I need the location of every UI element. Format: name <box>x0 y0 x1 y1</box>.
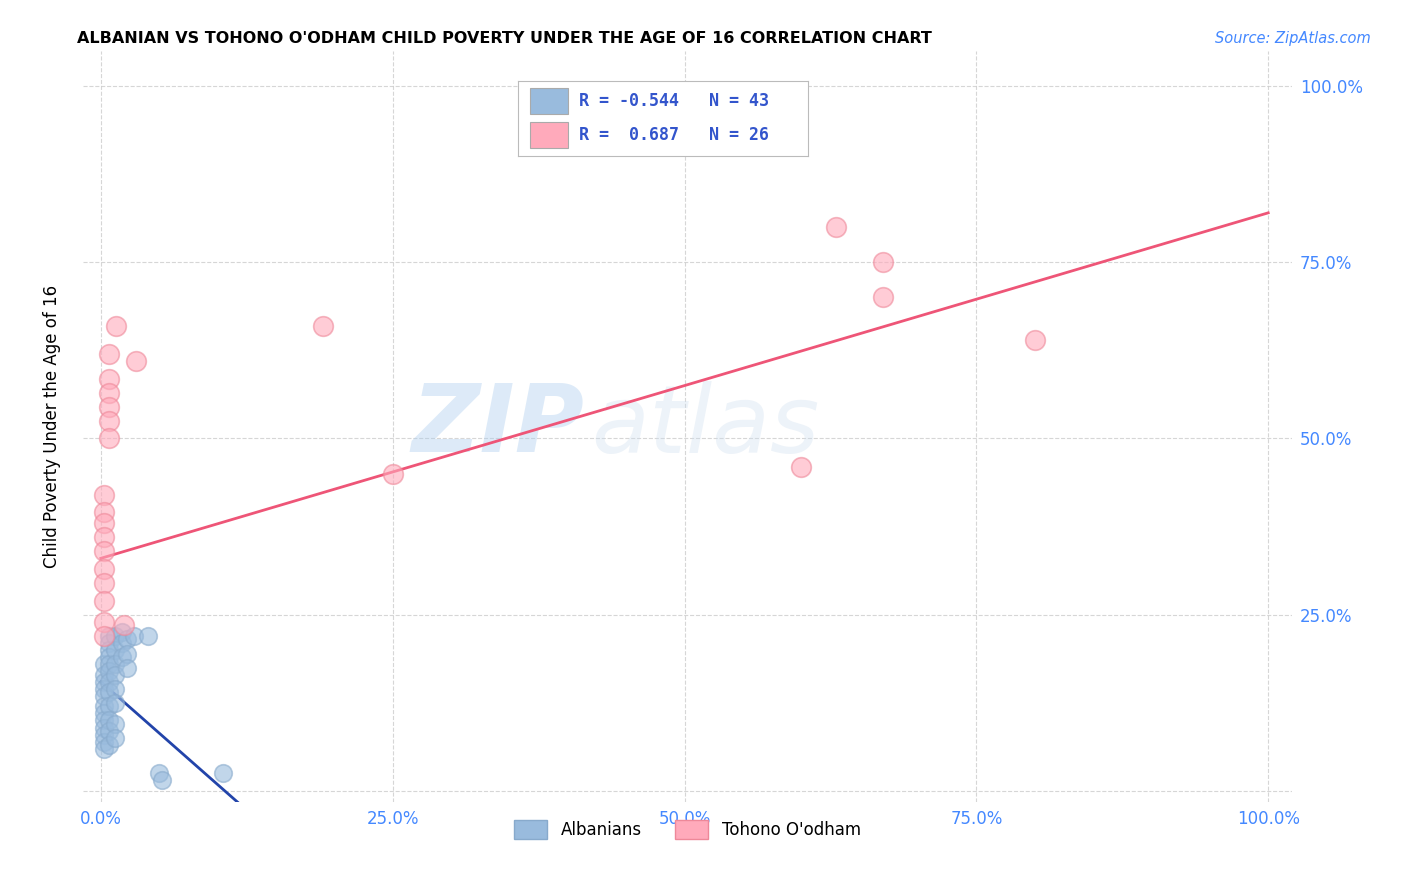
Point <box>872 255 894 269</box>
Point <box>93 667 115 681</box>
Point <box>98 347 121 361</box>
Point <box>98 432 121 446</box>
Point <box>311 318 333 333</box>
Point <box>104 717 127 731</box>
Text: ZIP: ZIP <box>412 380 585 472</box>
Point <box>98 629 121 643</box>
Point <box>115 632 138 647</box>
Point <box>98 371 121 385</box>
Point <box>93 629 115 643</box>
Point <box>111 625 134 640</box>
Point <box>93 657 115 671</box>
Point <box>111 650 134 665</box>
Point <box>93 506 115 520</box>
Point <box>98 400 121 414</box>
Point <box>98 724 121 739</box>
Point <box>136 629 159 643</box>
Point <box>115 647 138 661</box>
Point <box>104 643 127 657</box>
Text: atlas: atlas <box>591 381 820 472</box>
Point <box>104 696 127 710</box>
Point <box>115 660 138 674</box>
Point <box>104 681 127 696</box>
Point <box>93 576 115 591</box>
Point <box>212 766 235 780</box>
Point <box>125 354 148 368</box>
Point <box>148 766 170 780</box>
Point <box>93 530 115 544</box>
Point <box>93 714 115 728</box>
Point <box>93 721 115 735</box>
Point <box>122 629 145 643</box>
Point <box>104 667 127 681</box>
Point <box>93 593 115 607</box>
Point <box>93 488 115 502</box>
Point <box>790 459 813 474</box>
Point <box>93 734 115 748</box>
Point <box>104 731 127 745</box>
Point <box>93 699 115 714</box>
Point <box>93 544 115 558</box>
Point <box>104 657 127 671</box>
Point <box>150 773 173 788</box>
Point <box>93 741 115 756</box>
Point <box>93 674 115 689</box>
Point <box>93 516 115 530</box>
Point <box>98 699 121 714</box>
Point <box>872 290 894 304</box>
Point <box>104 629 127 643</box>
Point <box>98 738 121 752</box>
Point <box>93 706 115 721</box>
Point <box>93 728 115 742</box>
Point <box>93 689 115 703</box>
Point <box>98 714 121 728</box>
Y-axis label: Child Poverty Under the Age of 16: Child Poverty Under the Age of 16 <box>44 285 60 567</box>
Point <box>93 615 115 629</box>
Point <box>825 219 848 234</box>
Point <box>111 636 134 650</box>
Point <box>112 618 135 632</box>
Legend: Albanians, Tohono O'odham: Albanians, Tohono O'odham <box>508 814 868 846</box>
Point <box>98 685 121 699</box>
Point <box>98 636 121 650</box>
Point <box>98 674 121 689</box>
Point <box>98 657 121 671</box>
Point <box>98 643 121 657</box>
Point <box>98 385 121 400</box>
Point <box>105 318 128 333</box>
Point <box>93 562 115 576</box>
Point <box>98 414 121 428</box>
Point <box>98 650 121 665</box>
Point <box>381 467 404 481</box>
Point <box>98 664 121 678</box>
Text: ALBANIAN VS TOHONO O'ODHAM CHILD POVERTY UNDER THE AGE OF 16 CORRELATION CHART: ALBANIAN VS TOHONO O'ODHAM CHILD POVERTY… <box>77 31 932 46</box>
Point <box>1024 333 1046 347</box>
Text: Source: ZipAtlas.com: Source: ZipAtlas.com <box>1215 31 1371 46</box>
Point <box>93 681 115 696</box>
